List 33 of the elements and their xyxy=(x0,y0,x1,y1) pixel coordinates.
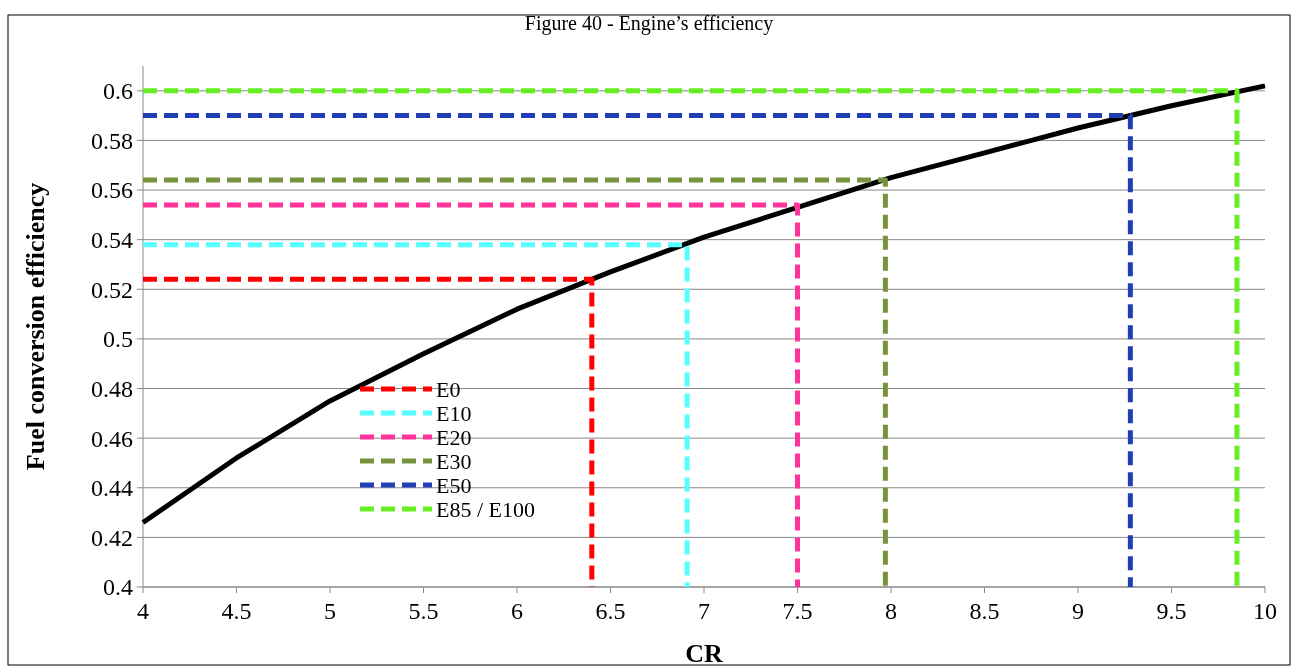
x-axis-title: CR xyxy=(685,639,723,666)
y-tick-label: 0.56 xyxy=(91,177,133,204)
x-tick-label: 9 xyxy=(1072,598,1084,624)
y-tick-label: 0.48 xyxy=(91,375,133,402)
legend-label: E10 xyxy=(436,400,472,426)
y-tick-label: 0.52 xyxy=(91,276,133,303)
x-tick-label: 4.5 xyxy=(221,598,252,624)
x-tick-label: 8 xyxy=(885,598,897,624)
x-tick-label: 7 xyxy=(698,598,710,624)
legend-label: E0 xyxy=(436,376,461,402)
x-tick-label: 8.5 xyxy=(969,598,1000,624)
y-tick-label: 0.4 xyxy=(103,574,133,601)
x-tick-label: 7.5 xyxy=(782,598,813,624)
x-tick-label: 6.5 xyxy=(595,598,626,624)
y-tick-label: 0.54 xyxy=(91,227,133,254)
x-tick-label: 6 xyxy=(511,598,523,624)
legend-label: E50 xyxy=(436,472,472,498)
x-tick-label: 9.5 xyxy=(1156,598,1187,624)
y-tick-label: 0.6 xyxy=(103,78,133,105)
y-tick-label: 0.44 xyxy=(91,475,133,502)
x-tick-label: 10 xyxy=(1253,598,1277,624)
legend-label: E30 xyxy=(436,448,472,474)
y-tick-label: 0.46 xyxy=(91,425,133,452)
x-tick-label: 4 xyxy=(137,598,149,624)
y-tick-label: 0.42 xyxy=(91,524,133,551)
chart-title: Figure 40 - Engine’s efficiency xyxy=(524,12,774,35)
y-tick-label: 0.58 xyxy=(91,127,133,154)
y-tick-label: 0.5 xyxy=(103,326,133,353)
legend-label: E85 / E100 xyxy=(436,496,535,522)
x-tick-label: 5 xyxy=(324,598,336,624)
x-tick-label: 5.5 xyxy=(408,598,439,624)
y-axis-title: Fuel conversion efficiency xyxy=(21,182,50,471)
legend-label: E20 xyxy=(436,424,472,450)
